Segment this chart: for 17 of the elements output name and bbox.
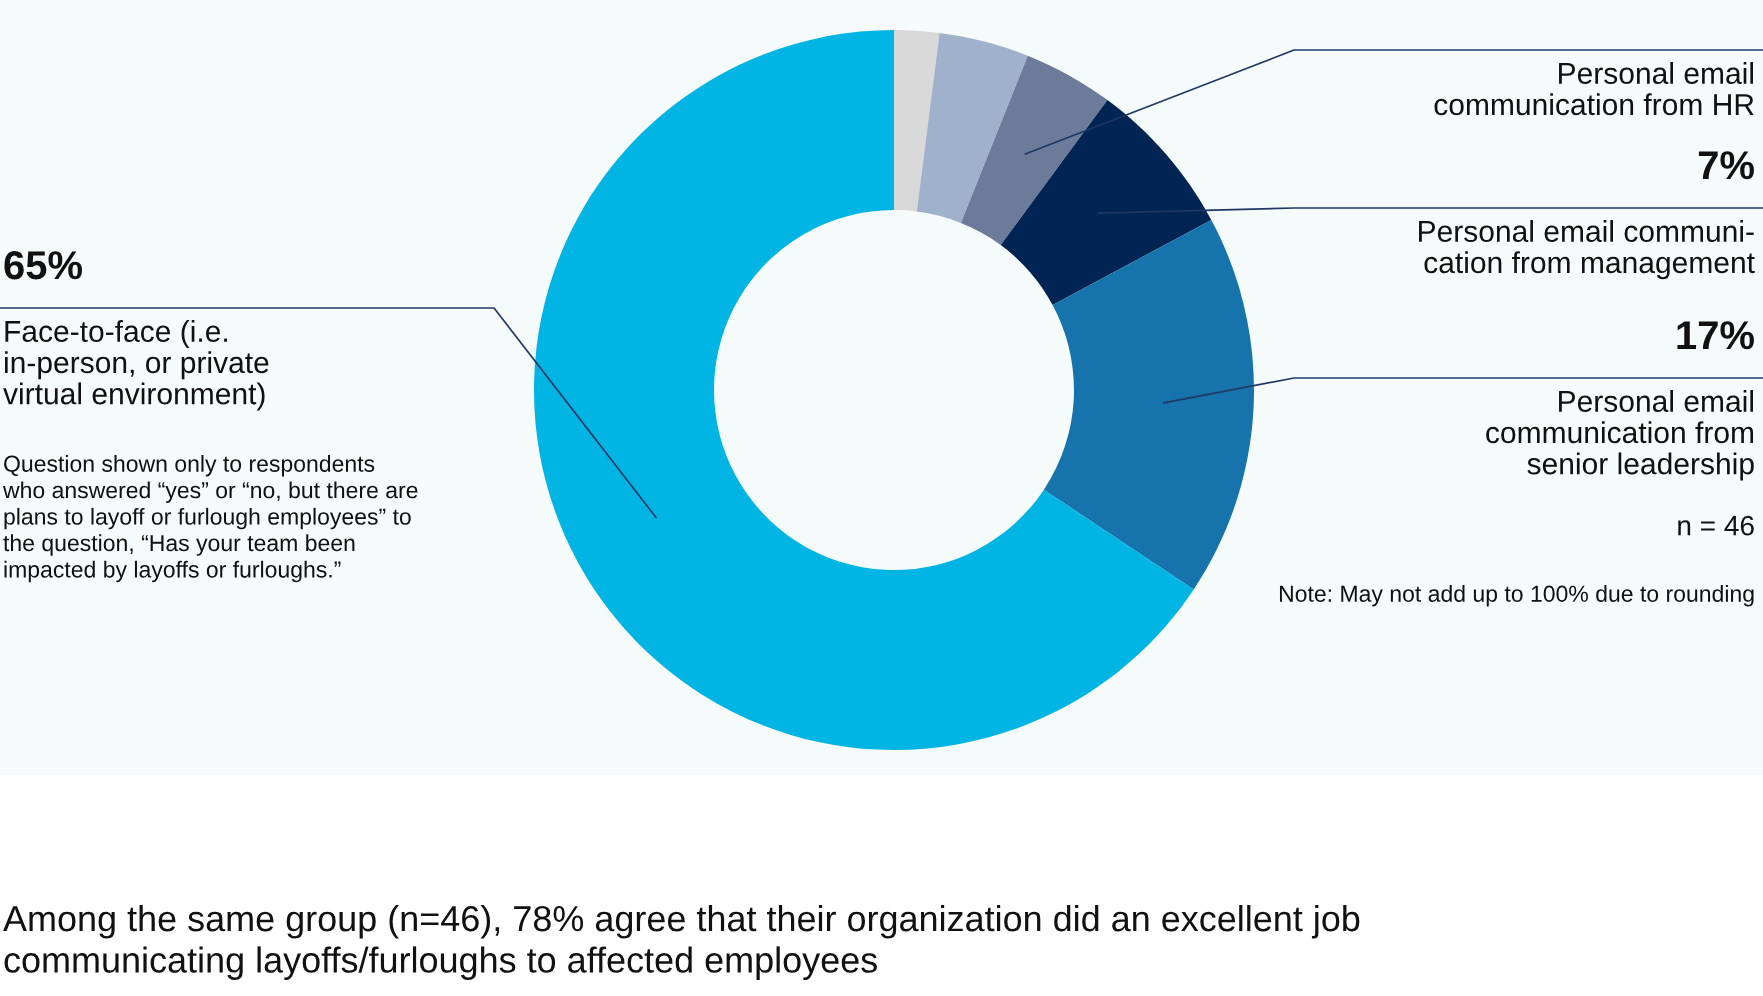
slice-label: Personal email communication from senior leadership <box>1486 390 1754 481</box>
slice-label: Personal email communication from HR <box>1434 62 1754 116</box>
donut-slice <box>916 32 1028 223</box>
slice-label: Personal email communi- cation from management <box>1419 220 1755 280</box>
slice-label: Face-to-face (i.e. in-person, or private virtual environment) <box>3 320 269 411</box>
donut-slice <box>894 30 940 212</box>
donut-slice <box>960 55 1108 246</box>
donut-slice <box>534 30 1194 750</box>
donut-slice <box>1000 100 1212 305</box>
text: Among the same group (n=46), 78% agree that their organization did an excellent job communicating layoffs/furloughs to affected employees <box>3 905 1360 980</box>
text: Note: May not add up to 100% due to rounding <box>1279 585 1754 607</box>
text: Question shown only to respondents who answered “yes” or “no, but there are plans to layoff or furlough employees” to the question, “Has your team been impacted by layoffs or furloughs.” <box>2 455 418 583</box>
data-label: 65% <box>4 251 82 280</box>
data-label: 7% <box>1698 151 1754 180</box>
donut-slice <box>1043 219 1254 590</box>
text: n = 46 <box>1678 515 1754 536</box>
data-label: 17% <box>1677 321 1754 350</box>
